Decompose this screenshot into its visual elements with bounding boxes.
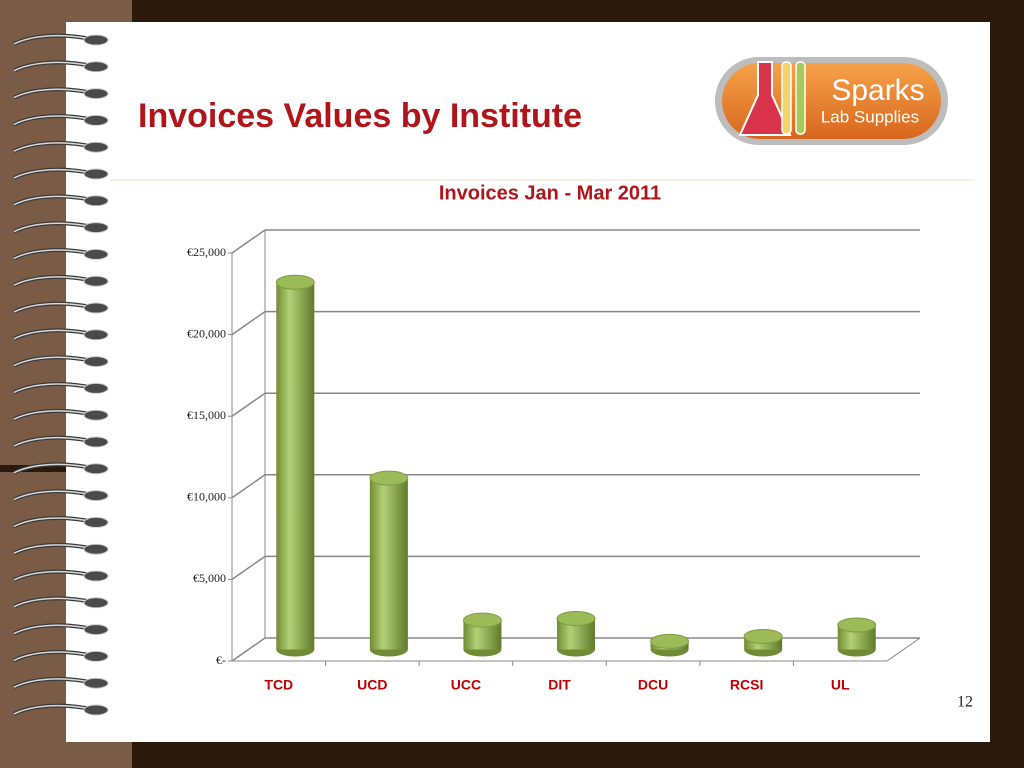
y-tick-label: €15,000 [187,408,226,422]
floor-side-edge [886,637,921,662]
logo-name: Sparks [831,74,924,107]
bar [369,478,408,650]
y-tick-label: €10,000 [187,490,226,504]
spiral-ring [83,302,109,314]
spiral-ring [83,141,109,153]
grid-diagonal [231,637,266,662]
spiral-binding [13,33,109,716]
chart-title: Invoices Jan - Mar 2011 [439,182,661,204]
grid-diagonal [231,310,266,336]
spiral-ring [83,34,109,46]
bar-top [650,633,690,649]
spiral-ring [83,597,109,609]
x-tick-label: TCD [264,677,293,693]
x-tick-label: UCD [357,677,387,693]
spiral-ring [83,222,109,234]
y-tick-label: €25,000 [187,245,226,259]
spiral-ring [83,704,109,716]
spiral-ring [83,543,109,555]
page-number: 12 [957,694,973,711]
spiral-ring [83,570,109,582]
spiral-ring [83,329,109,341]
bar-top [743,628,783,644]
logo: Sparks Lab Supplies [715,57,948,145]
y-tick-label: €20,000 [187,326,226,340]
grid-diagonal [231,229,266,254]
spiral-ring [83,463,109,475]
y-tick-label: €- [216,653,226,667]
y-tick-label: €5,000 [193,571,226,585]
spiral-ring [83,168,109,180]
grid-diagonal [231,392,266,417]
spiral-ring [83,624,109,636]
spiral-ring [83,490,109,502]
logo-tagline: Lab Supplies [821,107,919,126]
bar-top [275,274,315,290]
bar-top [462,612,502,628]
spiral-ring [83,61,109,73]
grid-diagonal [231,555,266,581]
bar-top [556,610,596,626]
bar-top [369,470,409,486]
spiral-ring [83,195,109,207]
x-tick-label: DCU [638,677,668,693]
spiral-ring [83,650,109,662]
x-tick-label: DIT [548,677,571,693]
spiral-ring [83,248,109,260]
grid-diagonal [231,474,266,499]
chart: €- €5,000 €10,000 €15,000 €20,000 €25,000 TCD U… [187,229,921,693]
spiral-ring [83,516,109,528]
spiral-ring [83,88,109,100]
spiral-ring [83,409,109,421]
spiral-ring [83,436,109,448]
spiral-ring [83,356,109,368]
bar [276,282,315,650]
x-tick-label: UL [831,677,850,693]
x-tick-label: RCSI [730,677,763,693]
slide-title: Invoices Values by Institute [138,97,582,135]
spiral-ring [83,382,109,394]
spiral-ring [83,275,109,287]
spiral-ring [83,114,109,126]
spiral-ring [83,677,109,689]
x-tick-label: UCC [451,677,481,693]
bar-top [837,617,877,633]
